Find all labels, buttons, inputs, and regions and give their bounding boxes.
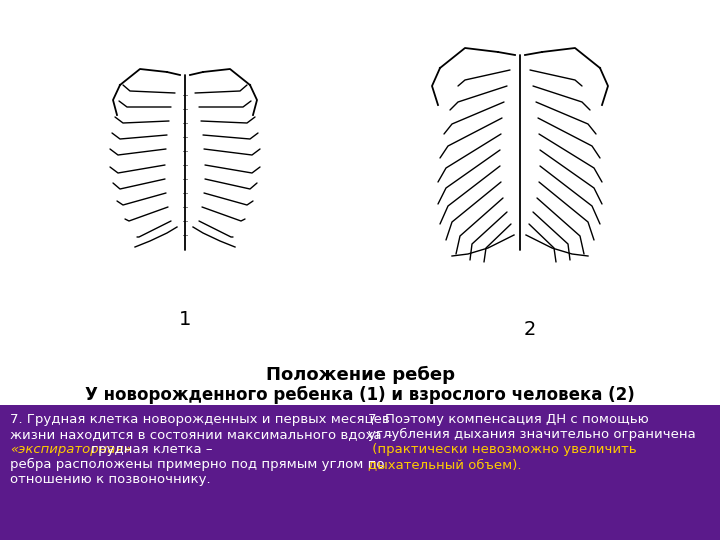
Text: 2: 2 — [524, 320, 536, 339]
Text: грудная клетка –: грудная клетка – — [91, 443, 212, 456]
Text: отношению к позвоночнику.: отношению к позвоночнику. — [10, 473, 211, 486]
Text: У новорожденного ребенка (1) и взрослого человека (2): У новорожденного ребенка (1) и взрослого… — [85, 386, 635, 404]
Text: 7. Грудная клетка новорожденных и первых месяцев: 7. Грудная клетка новорожденных и первых… — [10, 413, 390, 426]
Text: дыхательный объем).: дыхательный объем). — [368, 458, 521, 471]
Bar — [0, 405, 720, 540]
Text: «экспираторная»: «экспираторная» — [10, 443, 132, 456]
Text: Положение ребер: Положение ребер — [266, 366, 454, 384]
Text: ребра расположены примерно под прямым углом по: ребра расположены примерно под прямым уг… — [10, 458, 384, 471]
Text: жизни находится в состоянии максимального вдоха –: жизни находится в состоянии максимальног… — [10, 428, 392, 441]
Text: углубления дыхания значительно ограничена: углубления дыхания значительно ограничен… — [368, 428, 696, 441]
Text: (практически невозможно увеличить: (практически невозможно увеличить — [368, 443, 636, 456]
Text: 1: 1 — [179, 310, 192, 329]
Text: 7  Поэтому компенсация ДН с помощью: 7 Поэтому компенсация ДН с помощью — [368, 413, 649, 426]
Bar — [0, 0, 720, 405]
